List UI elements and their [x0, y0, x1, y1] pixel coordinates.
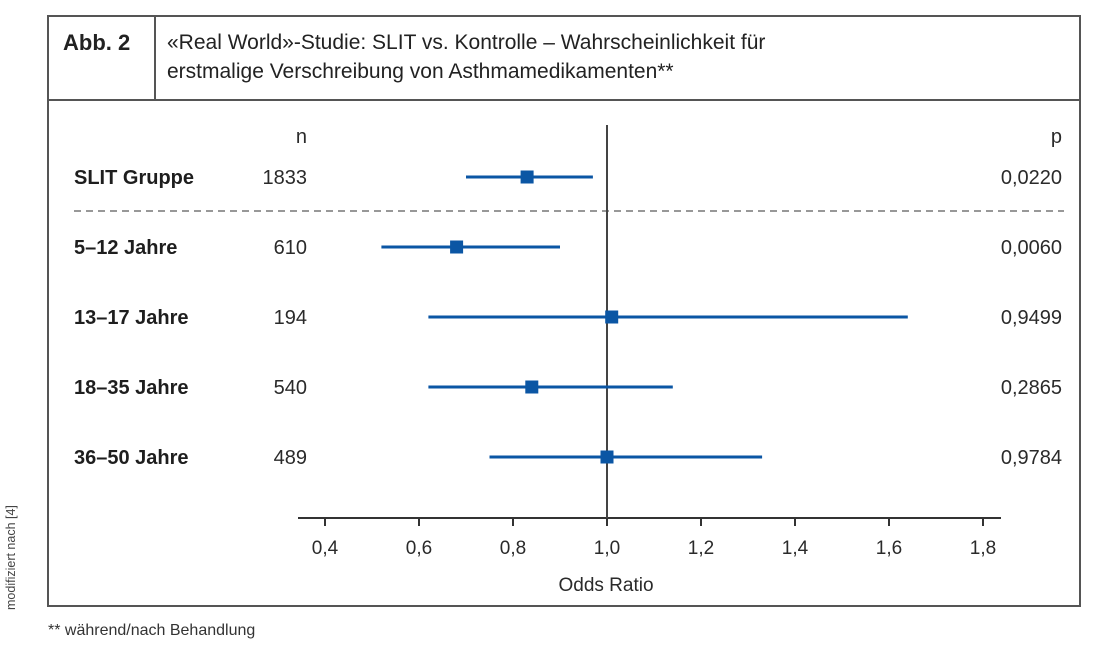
- row-p-value: 0,2865: [1001, 377, 1062, 399]
- x-tick-label: 1,6: [876, 538, 902, 559]
- x-tick-label: 0,6: [406, 538, 432, 559]
- odds-ratio-marker: [605, 310, 619, 324]
- row-n-value: 540: [274, 377, 307, 399]
- source-note: modifiziert nach [4]: [4, 505, 18, 610]
- x-tick-label: 1,4: [782, 538, 809, 559]
- odds-ratio-marker: [525, 380, 539, 394]
- row-label: 18–35 Jahre: [74, 377, 189, 399]
- row-p-value: 0,0220: [1001, 167, 1062, 189]
- figure-header: Abb. 2 «Real World»-Studie: SLIT vs. Kon…: [47, 15, 1081, 101]
- row-p-value: 0,9499: [1001, 307, 1062, 329]
- row-n-value: 489: [274, 447, 307, 469]
- odds-ratio-marker: [600, 450, 614, 464]
- footnote: ** während/nach Behandlung: [48, 622, 256, 639]
- figure-title-line-1: «Real World»-Studie: SLIT vs. Kontrolle …: [167, 31, 766, 54]
- row-p-value: 0,0060: [1001, 237, 1062, 259]
- figure-label: Abb. 2: [49, 17, 156, 99]
- row-label: 5–12 Jahre: [74, 237, 177, 259]
- x-axis-label: Odds Ratio: [558, 575, 653, 596]
- row-label: 36–50 Jahre: [74, 447, 189, 469]
- odds-ratio-marker: [520, 170, 534, 184]
- n-column-header: n: [296, 126, 307, 148]
- x-tick-label: 1,0: [594, 538, 620, 559]
- row-p-value: 0,9784: [1001, 447, 1062, 469]
- row-label: 13–17 Jahre: [74, 307, 189, 329]
- row-n-value: 194: [274, 307, 307, 329]
- row-label: SLIT Gruppe: [74, 167, 194, 189]
- p-column-header: p: [1051, 126, 1062, 148]
- x-tick-label: 1,8: [970, 538, 996, 559]
- figure-title: «Real World»-Studie: SLIT vs. Kontrolle …: [167, 28, 1047, 86]
- odds-ratio-marker: [450, 240, 464, 254]
- figure-title-line-2: erstmalige Verschreibung von Asthmamedik…: [167, 60, 674, 83]
- x-tick-label: 0,4: [312, 538, 339, 559]
- x-tick-label: 0,8: [500, 538, 526, 559]
- x-tick-label: 1,2: [688, 538, 714, 559]
- row-n-value: 610: [274, 237, 307, 259]
- row-n-value: 1833: [263, 167, 308, 189]
